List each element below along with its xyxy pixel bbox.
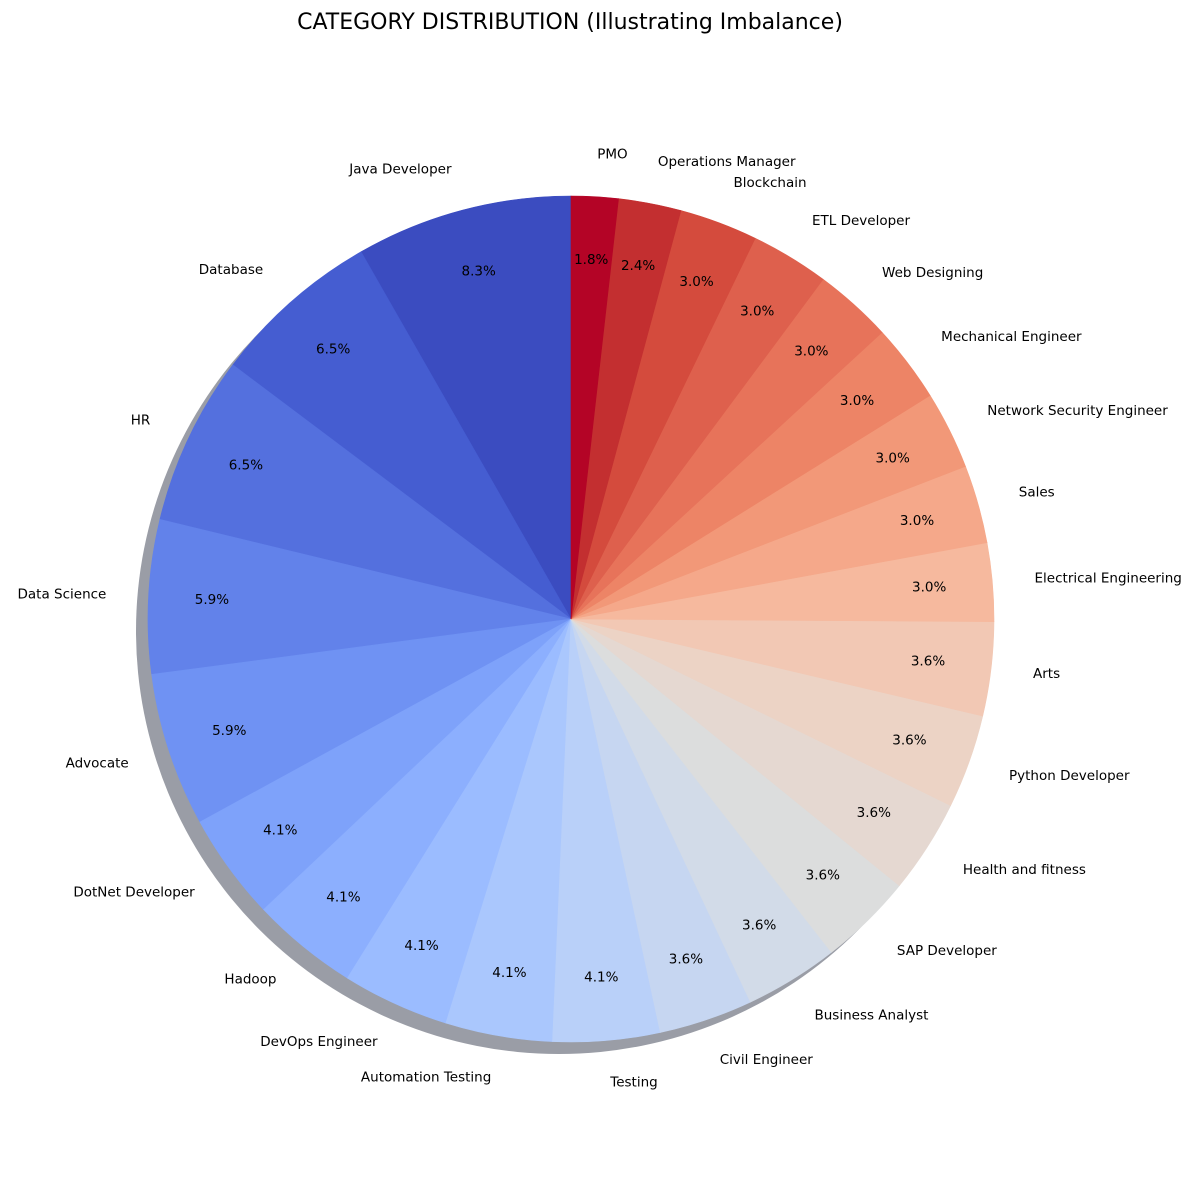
slice-percent-label: 4.1%	[584, 969, 618, 985]
slice-label: Blockchain	[733, 175, 806, 191]
pie-slice	[159, 364, 572, 620]
slice-percent-label: 4.1%	[263, 823, 297, 839]
slice-label: DevOps Engineer	[260, 1034, 378, 1050]
slice-label: Web Designing	[882, 265, 983, 281]
slice-percent-label: 4.1%	[492, 965, 526, 981]
slice-label: Civil Engineer	[720, 1052, 814, 1068]
slice-label: Network Security Engineer	[987, 403, 1168, 419]
slice-percent-label: 1.8%	[574, 252, 608, 268]
slice-label: Operations Manager	[658, 154, 796, 170]
slice-label: Data Science	[18, 586, 107, 602]
slice-label: Java Developer	[348, 161, 452, 177]
slice-percent-label: 5.9%	[212, 723, 246, 739]
slice-percent-label: 3.6%	[742, 917, 776, 933]
slice-percent-label: 6.5%	[316, 341, 350, 357]
slice-percent-label: 8.3%	[462, 264, 496, 280]
pie-slice	[232, 251, 572, 620]
slice-percent-label: 3.0%	[900, 513, 934, 529]
slice-percent-label: 3.0%	[912, 580, 946, 596]
slice-label: HR	[131, 412, 151, 428]
slice-label: Hadoop	[224, 971, 276, 987]
slice-percent-label: 2.4%	[621, 258, 655, 274]
slice-label: ETL Developer	[812, 213, 910, 229]
slice-label: Health and fitness	[963, 862, 1086, 878]
slice-percent-label: 3.0%	[876, 450, 910, 466]
slice-label: Automation Testing	[361, 1069, 491, 1085]
slice-label: Sales	[1019, 484, 1055, 500]
pie-slice	[360, 195, 572, 621]
slice-percent-label: 6.5%	[229, 457, 263, 473]
slice-label: DotNet Developer	[73, 885, 195, 901]
pie-slice	[570, 195, 619, 620]
pie-labels: Java Developer 8.3% Database 6.5% HR 6.5% Data…	[18, 146, 1182, 1090]
slice-percent-label: 3.6%	[669, 952, 703, 968]
slice-percent-label: 3.0%	[740, 303, 774, 319]
pie-slice	[147, 518, 572, 675]
slice-percent-label: 4.1%	[404, 938, 438, 954]
slice-percent-label: 3.6%	[806, 868, 840, 884]
slice-percent-label: 3.6%	[911, 654, 945, 670]
slice-label: Testing	[609, 1075, 657, 1091]
pie-slice	[151, 618, 572, 823]
slice-percent-label: 3.6%	[892, 732, 926, 748]
slice-label: Business Analyst	[814, 1008, 928, 1024]
slice-percent-label: 5.9%	[195, 592, 229, 608]
slice-label: Python Developer	[1009, 768, 1130, 784]
slice-label: Arts	[1033, 666, 1060, 682]
slice-label: Mechanical Engineer	[941, 329, 1082, 345]
slice-label: Electrical Engineering	[1035, 570, 1182, 586]
pie-slices	[147, 195, 995, 1043]
slice-percent-label: 4.1%	[326, 889, 360, 905]
slice-percent-label: 3.0%	[840, 393, 874, 409]
slice-label: SAP Developer	[897, 943, 997, 959]
chart-title: CATEGORY DISTRIBUTION (Illustrating Imba…	[297, 10, 843, 35]
slice-label: Database	[199, 262, 263, 278]
slice-percent-label: 3.0%	[794, 344, 828, 360]
slice-percent-label: 3.0%	[679, 274, 713, 290]
slice-label: Advocate	[66, 756, 129, 772]
slice-percent-label: 3.6%	[857, 805, 891, 821]
slice-label: PMO	[597, 146, 627, 162]
